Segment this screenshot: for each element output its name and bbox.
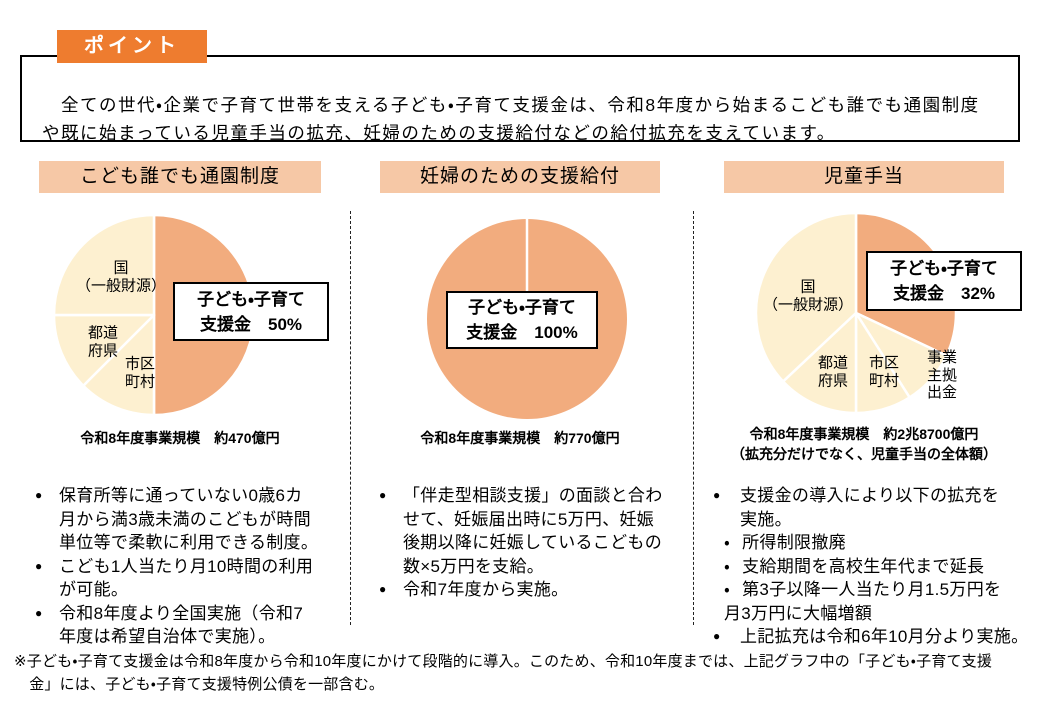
dot-icon: ・ bbox=[724, 556, 731, 576]
callout-shienkin-100: 子ども・子育て 支援金 100% bbox=[446, 291, 598, 349]
list-subitem: ・ 第3子以降一人当たり月1.5万円を 月3万円に大幅増額 bbox=[724, 580, 1002, 623]
callout-shienkin-50: 子ども・子育て 支援金 50% bbox=[173, 282, 329, 341]
pie-slice bbox=[52, 213, 156, 317]
pie3-label-jigyounushi: 事業 主拠 出金 bbox=[926, 348, 958, 401]
caption-jidouteate: 令和8年度事業規模 約2兆8700億円 （拡充分だけでなく、児童手当の全体額） bbox=[731, 426, 997, 462]
footnote: ※子ども・子育て支援金は令和8年度から令和10年度にかけて段階的に導入。このため… bbox=[14, 653, 993, 693]
bullet-icon: ● bbox=[35, 488, 43, 502]
bullet-icon: ● bbox=[35, 558, 43, 573]
bullet-list-tsuuen: ● 保育所等に通っていない0歳6カ 月から満3歳未満のこどもが時間 単位等で柔軟… bbox=[34, 484, 348, 649]
bullet-icon: ● bbox=[35, 605, 43, 620]
section-header-ninpu: 妊婦のための支援給付 bbox=[380, 161, 660, 193]
list-item: ● 上記拡充は令和6年10月分より実施。 bbox=[712, 625, 1038, 649]
bullet-icon: ● bbox=[379, 582, 387, 596]
pie3-label-todoufuken: 都道 府県 bbox=[817, 354, 849, 390]
column-divider-2 bbox=[693, 211, 694, 625]
dot-icon: ・ bbox=[724, 580, 731, 599]
intro-box: 全ての世代・企業で子育て世帯を支える子ども・子育て支援金は、令和8年度から始まる… bbox=[20, 55, 1020, 143]
column-divider-1 bbox=[350, 211, 351, 625]
bullet-list-jidouteate: ● 支援金の導入により以下の拡充を 実施。 ・ 所得制限撤廃 ・ 支給期間を高校… bbox=[712, 484, 1038, 649]
pie1-label-kuni: 国（一般財源） bbox=[75, 259, 167, 295]
pie3-label-shikuchouson: 市区 町村 bbox=[868, 354, 900, 390]
bullet-list-ninpu: ● 「伴走型相談支援」の面談と合わ せて、妊娠届出時に5万円、妊娠 後期以降に妊… bbox=[378, 484, 690, 602]
pie-slice bbox=[82, 313, 156, 417]
list-item: ● 令和8年度より全国実施（令和7 年度は希望自治体で実施）。 bbox=[35, 603, 304, 647]
list-item: ● こども1人当たり月10時間の利用 が可能。 bbox=[35, 556, 314, 600]
list-item: ● 保育所等に通っていない0歳6カ 月から満3歳未満のこどもが時間 単位等で柔軟… bbox=[35, 486, 319, 552]
bullet-icon: ● bbox=[713, 488, 721, 502]
intro-text: 全ての世代・企業で子育て世帯を支える子ども・子育て支援金は、令和8年度から始まる… bbox=[42, 95, 980, 143]
list-item: ● 支援金の導入により以下の拡充を 実施。 bbox=[713, 486, 1000, 529]
bullet-icon: ● bbox=[713, 629, 721, 643]
list-item: ● 令和7年度から実施。 bbox=[378, 578, 690, 602]
pie1-label-shikuchouson: 市区 町村 bbox=[124, 355, 156, 391]
bullet-icon: ● bbox=[379, 488, 387, 502]
pie-slice bbox=[781, 311, 858, 415]
caption-ninpu: 令和8年度事業規模 約770億円 bbox=[420, 430, 620, 446]
list-subitem: ・ 所得制限撤廃 bbox=[724, 533, 846, 552]
section-header-jidouteate: 児童手当 bbox=[724, 161, 1004, 193]
dot-icon: ・ bbox=[724, 533, 731, 552]
section-header-tsuuen: こども誰でも通園制度 bbox=[39, 161, 321, 193]
pie-slice bbox=[52, 313, 156, 387]
pie-slice bbox=[754, 211, 858, 383]
list-subitem: ・ 支給期間を高校生年代まで延長 bbox=[724, 556, 985, 576]
list-item: ● 「伴走型相談支援」の面談と合わ せて、妊娠届出時に5万円、妊娠 後期以降に妊… bbox=[379, 486, 663, 576]
caption-tsuuen: 令和8年度事業規模 約470億円 bbox=[80, 430, 280, 446]
pie3-label-kuni: 国（一般財源） bbox=[762, 278, 854, 314]
point-tab: ポイント bbox=[57, 30, 207, 63]
callout-shienkin-32: 子ども・子育て 支援金 32% bbox=[866, 251, 1022, 311]
pie1-label-todoufuken: 都道 府県 bbox=[87, 324, 119, 360]
